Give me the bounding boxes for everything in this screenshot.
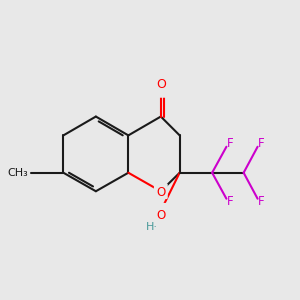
Text: H·: H· <box>146 222 158 232</box>
Text: F: F <box>227 137 234 150</box>
Text: O: O <box>156 78 166 91</box>
Text: O: O <box>155 204 166 217</box>
Text: F: F <box>227 196 234 208</box>
Text: O: O <box>155 185 166 198</box>
Text: O: O <box>157 209 166 222</box>
Text: F: F <box>258 137 265 150</box>
Text: CH₃: CH₃ <box>8 168 28 178</box>
Text: O: O <box>156 186 165 199</box>
Text: F: F <box>258 196 265 208</box>
Text: O: O <box>155 83 166 96</box>
